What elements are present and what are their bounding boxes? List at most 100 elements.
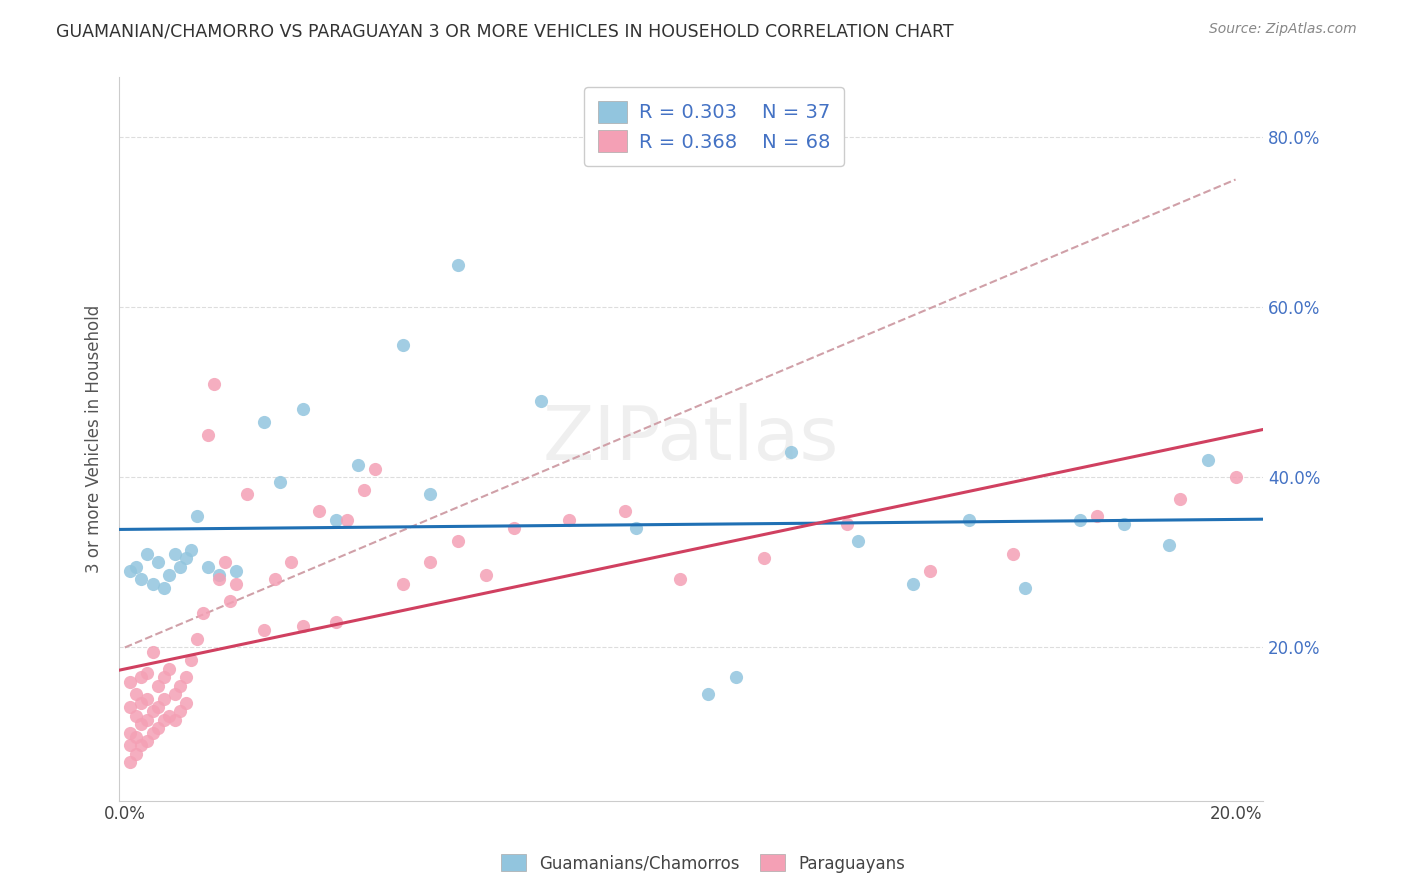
Point: [447, 534, 470, 549]
Point: [136, 665, 159, 680]
Point: [347, 458, 370, 472]
Text: ZIPatlas: ZIPatlas: [543, 402, 839, 475]
Point: [142, 704, 165, 718]
Y-axis label: 3 or more Vehicles in Household: 3 or more Vehicles in Household: [86, 305, 103, 574]
Point: [1225, 470, 1247, 484]
Point: [208, 568, 231, 582]
Point: [903, 576, 925, 591]
Point: [530, 393, 553, 408]
Point: [120, 756, 142, 770]
Point: [236, 487, 259, 501]
Point: [136, 734, 159, 748]
Point: [269, 475, 291, 489]
Point: [280, 555, 302, 569]
Point: [125, 747, 148, 761]
Point: [142, 645, 165, 659]
Point: [291, 619, 314, 633]
Point: [169, 679, 191, 693]
Point: [391, 338, 413, 352]
Point: [475, 568, 498, 582]
Point: [253, 624, 276, 638]
Point: [225, 564, 247, 578]
Point: [325, 615, 347, 629]
Point: [157, 708, 180, 723]
Point: [157, 568, 180, 582]
Point: [263, 573, 285, 587]
Text: Source: ZipAtlas.com: Source: ZipAtlas.com: [1209, 22, 1357, 37]
Point: [174, 696, 197, 710]
Point: [1157, 538, 1180, 552]
Point: [336, 513, 359, 527]
Point: [780, 444, 803, 458]
Point: [157, 662, 180, 676]
Point: [146, 679, 169, 693]
Point: [186, 508, 208, 523]
Point: [125, 730, 148, 744]
Point: [502, 521, 524, 535]
Point: [624, 521, 647, 535]
Legend: R = 0.303    N = 37, R = 0.368    N = 68: R = 0.303 N = 37, R = 0.368 N = 68: [585, 87, 844, 166]
Point: [152, 691, 174, 706]
Point: [163, 713, 186, 727]
Point: [835, 517, 858, 532]
Point: [142, 725, 165, 739]
Point: [146, 721, 169, 735]
Point: [191, 607, 214, 621]
Point: [180, 542, 202, 557]
Point: [152, 713, 174, 727]
Point: [152, 581, 174, 595]
Point: [131, 573, 153, 587]
Point: [214, 555, 236, 569]
Point: [846, 534, 869, 549]
Point: [146, 700, 169, 714]
Point: [1002, 547, 1025, 561]
Point: [174, 551, 197, 566]
Point: [1168, 491, 1191, 506]
Point: [125, 559, 148, 574]
Point: [253, 415, 276, 429]
Point: [308, 504, 330, 518]
Point: [724, 670, 747, 684]
Point: [120, 700, 142, 714]
Point: [364, 462, 387, 476]
Point: [1014, 581, 1036, 595]
Point: [131, 717, 153, 731]
Point: [225, 576, 247, 591]
Point: [202, 376, 225, 391]
Point: [186, 632, 208, 646]
Legend: Guamanians/Chamorros, Paraguayans: Guamanians/Chamorros, Paraguayans: [495, 847, 911, 880]
Point: [152, 670, 174, 684]
Point: [120, 674, 142, 689]
Point: [120, 725, 142, 739]
Point: [197, 427, 219, 442]
Point: [120, 739, 142, 753]
Point: [1085, 508, 1108, 523]
Point: [125, 708, 148, 723]
Point: [419, 487, 441, 501]
Point: [219, 593, 242, 607]
Point: [197, 559, 219, 574]
Point: [291, 402, 314, 417]
Point: [613, 504, 636, 518]
Point: [174, 670, 197, 684]
Point: [142, 576, 165, 591]
Point: [353, 483, 375, 497]
Point: [136, 691, 159, 706]
Point: [391, 576, 413, 591]
Point: [1197, 453, 1219, 467]
Point: [558, 513, 581, 527]
Point: [957, 513, 980, 527]
Point: [669, 573, 692, 587]
Point: [136, 713, 159, 727]
Point: [920, 564, 942, 578]
Point: [131, 696, 153, 710]
Point: [1114, 517, 1136, 532]
Point: [146, 555, 169, 569]
Text: GUAMANIAN/CHAMORRO VS PARAGUAYAN 3 OR MORE VEHICLES IN HOUSEHOLD CORRELATION CHA: GUAMANIAN/CHAMORRO VS PARAGUAYAN 3 OR MO…: [56, 22, 953, 40]
Point: [752, 551, 775, 566]
Point: [131, 739, 153, 753]
Point: [419, 555, 441, 569]
Point: [125, 687, 148, 701]
Point: [697, 687, 720, 701]
Point: [1069, 513, 1091, 527]
